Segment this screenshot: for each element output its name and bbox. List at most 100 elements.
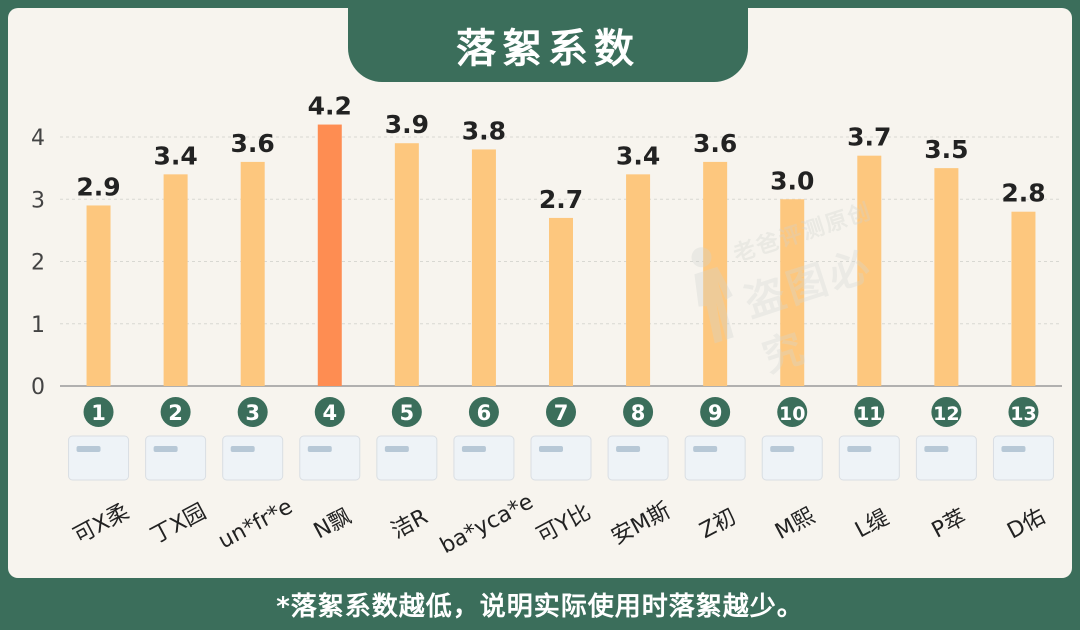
value-label: 4.2 bbox=[308, 92, 352, 121]
value-label: 3.9 bbox=[385, 110, 429, 139]
value-label: 3.4 bbox=[616, 141, 660, 170]
footer-note: *落絮系数越低，说明实际使用时落絮越少。 bbox=[276, 591, 804, 622]
bar bbox=[626, 174, 651, 386]
category-label: un*fr*e bbox=[214, 494, 297, 554]
rank-badge-number: 8 bbox=[631, 401, 646, 425]
rank-badge bbox=[83, 397, 114, 427]
product-image bbox=[299, 435, 361, 481]
product-image bbox=[530, 435, 592, 481]
product-image-detail bbox=[153, 446, 178, 452]
value-label: 2.8 bbox=[1001, 179, 1045, 208]
product-image bbox=[761, 435, 823, 481]
value-label: 3.7 bbox=[847, 123, 891, 152]
rank-badge bbox=[1008, 397, 1039, 427]
bar bbox=[780, 199, 805, 386]
value-label: 3.4 bbox=[153, 141, 197, 170]
y-tick-label: 2 bbox=[31, 251, 45, 276]
product-image-detail bbox=[847, 446, 872, 452]
rank-badge-number: 2 bbox=[168, 401, 183, 425]
rank-badge-number: 10 bbox=[779, 403, 805, 425]
rank-badge-number: 9 bbox=[708, 401, 723, 425]
category-label: L缇 bbox=[851, 505, 893, 543]
product-image-detail bbox=[616, 446, 641, 452]
category-label: 可X柔 bbox=[70, 499, 134, 549]
category-label: 可Y比 bbox=[533, 500, 595, 549]
rank-badge bbox=[237, 397, 268, 427]
product-image bbox=[992, 435, 1054, 481]
title-tab: 落絮系数 bbox=[348, 8, 748, 82]
rank-badge bbox=[468, 397, 499, 427]
y-tick-label: 1 bbox=[31, 313, 45, 338]
rank-badge bbox=[623, 397, 654, 427]
rank-badge-number: 7 bbox=[554, 401, 569, 425]
rank-badge bbox=[931, 397, 962, 427]
category-label: N飘 bbox=[310, 504, 356, 544]
product-image-detail bbox=[1001, 446, 1026, 452]
bar bbox=[703, 161, 728, 386]
y-tick-label: 0 bbox=[31, 375, 45, 400]
rank-badge bbox=[700, 397, 731, 427]
rank-badge-number: 6 bbox=[477, 401, 492, 425]
bar bbox=[1011, 211, 1036, 386]
product-image bbox=[453, 435, 515, 481]
rank-badge-number: 4 bbox=[322, 401, 337, 425]
rank-badge bbox=[314, 397, 345, 427]
chart-title: 落絮系数 bbox=[456, 26, 640, 72]
value-label: 3.6 bbox=[231, 129, 275, 158]
value-label: 2.9 bbox=[76, 172, 120, 201]
value-label: 3.6 bbox=[693, 129, 737, 158]
rank-badge bbox=[546, 397, 576, 427]
bar bbox=[86, 205, 111, 386]
rank-badge-number: 11 bbox=[856, 403, 882, 425]
product-image bbox=[376, 435, 438, 481]
category-label: ba*yca*e bbox=[436, 489, 537, 559]
product-image bbox=[68, 435, 130, 481]
product-image bbox=[838, 435, 900, 481]
product-image-detail bbox=[230, 446, 255, 452]
y-tick-label: 3 bbox=[31, 188, 45, 213]
rank-badge-number: 3 bbox=[245, 401, 260, 425]
bar bbox=[317, 124, 342, 387]
product-image bbox=[222, 435, 284, 481]
category-label: D佑 bbox=[1003, 504, 1049, 544]
product-image bbox=[684, 435, 746, 481]
product-image-detail bbox=[461, 446, 486, 452]
product-image-detail bbox=[924, 446, 949, 452]
bar bbox=[394, 143, 419, 386]
value-label: 3.8 bbox=[462, 116, 506, 145]
product-image-detail bbox=[539, 446, 563, 452]
value-label: 3.5 bbox=[924, 135, 968, 164]
rank-badge-number: 13 bbox=[1010, 403, 1036, 425]
category-label: M熙 bbox=[771, 504, 819, 545]
product-image-detail bbox=[770, 446, 795, 452]
bar bbox=[471, 149, 496, 386]
rank-badge bbox=[160, 397, 191, 427]
category-label: Z初 bbox=[696, 505, 740, 544]
product-image bbox=[145, 435, 207, 481]
category-label: P萃 bbox=[928, 505, 971, 544]
rank-badge-number: 12 bbox=[933, 403, 959, 425]
rank-badge bbox=[854, 397, 885, 427]
value-label: 3.0 bbox=[770, 166, 814, 195]
value-label: 2.7 bbox=[539, 185, 583, 214]
category-label: 安M斯 bbox=[607, 498, 674, 550]
bar bbox=[857, 155, 882, 386]
rank-badge bbox=[391, 397, 422, 427]
product-image bbox=[915, 435, 977, 481]
bar bbox=[934, 168, 959, 386]
y-tick-label: 4 bbox=[31, 126, 45, 151]
rank-badge-number: 1 bbox=[91, 401, 106, 425]
product-image-detail bbox=[307, 446, 332, 452]
product-image-detail bbox=[384, 446, 409, 452]
rank-badge-number: 5 bbox=[400, 401, 415, 425]
bar bbox=[240, 161, 265, 386]
category-label: 丁X园 bbox=[147, 499, 211, 549]
product-image-detail bbox=[693, 446, 718, 452]
product-image-detail bbox=[76, 446, 101, 452]
rank-badge bbox=[777, 397, 808, 427]
bar bbox=[549, 217, 573, 386]
bar bbox=[163, 174, 188, 386]
product-image bbox=[607, 435, 669, 481]
category-label: 洁R bbox=[387, 504, 432, 544]
